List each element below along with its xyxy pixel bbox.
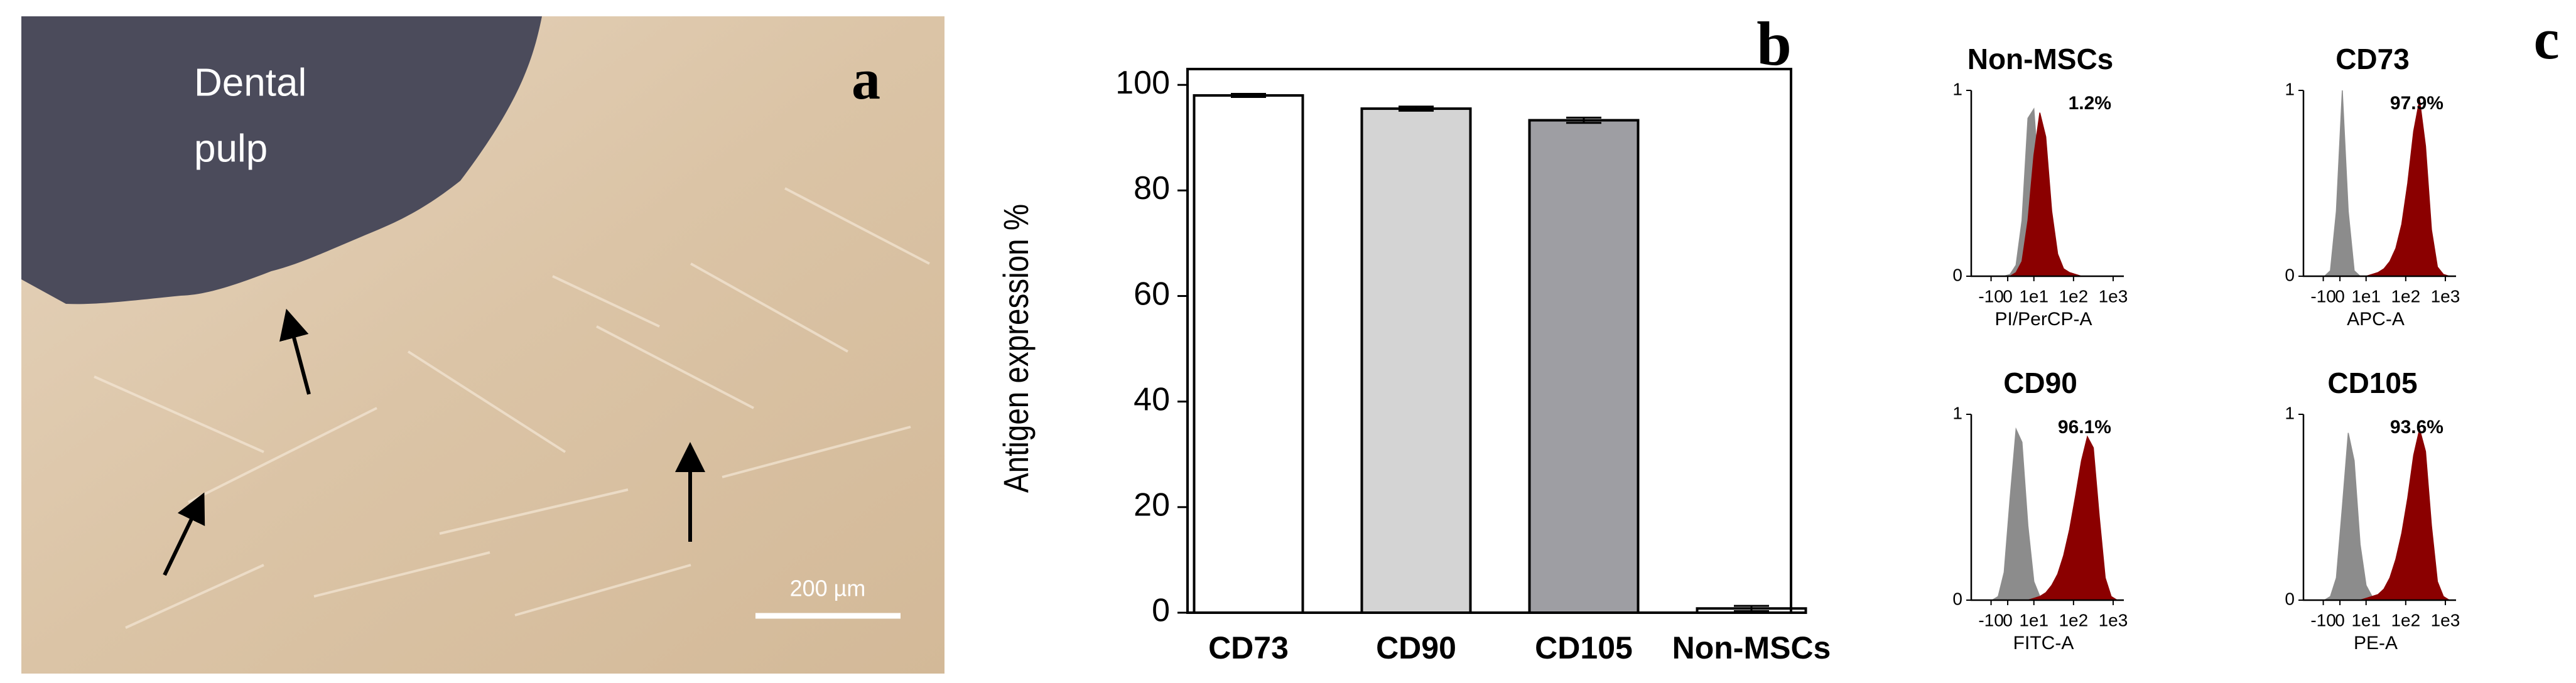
- y-tick-label: 20: [1134, 487, 1170, 524]
- x-tick-label: CD90: [1376, 630, 1456, 665]
- x-tick-label: 1e1: [2019, 286, 2048, 306]
- chart-title: CD90: [2003, 367, 2077, 399]
- annotation: Dental: [194, 61, 306, 104]
- x-tick-label: 1e2: [2391, 286, 2420, 306]
- y-tick-label: 80: [1134, 170, 1170, 207]
- cell-texture: [94, 187, 930, 629]
- y-tick-label: 0: [2285, 589, 2295, 608]
- annotation: 1.2%: [2069, 93, 2111, 114]
- x-axis-label: PE-A: [2354, 633, 2398, 653]
- panel-a: 200 µm Dental pulp a: [21, 16, 944, 674]
- y-tick-label: 1: [1952, 79, 1962, 99]
- error-bar: [1399, 105, 1434, 112]
- annotation: 97.9%: [2390, 93, 2443, 114]
- x-tick-label: -10: [1978, 286, 2003, 306]
- x-axis-label: PI/PerCP-A: [1994, 309, 2092, 330]
- x-tick-label: -10: [1978, 610, 2003, 630]
- y-tick-label: 1: [1952, 403, 1962, 422]
- panel-label: c: [2534, 7, 2560, 71]
- y-tick-label: 0: [2285, 265, 2295, 284]
- y-tick-label: 1: [2285, 403, 2295, 422]
- bar: [1360, 107, 1472, 615]
- x-tick-label: 1e1: [2019, 610, 2048, 630]
- y-tick-label: 0: [1952, 265, 1962, 284]
- y-tick-label: 0: [1952, 589, 1962, 608]
- bar: [1193, 94, 1304, 615]
- histogram-area: [1986, 112, 2118, 277]
- panel-label: b: [1756, 9, 1792, 78]
- x-tick-label: CD105: [1535, 630, 1633, 665]
- x-tick-label: CD73: [1208, 630, 1289, 665]
- chart-title: Non-MSCs: [1967, 43, 2114, 75]
- y-axis-label: Antigen expression %: [997, 204, 1036, 493]
- x-tick-label: -10: [2310, 286, 2335, 306]
- y-tick-label: 60: [1134, 276, 1170, 312]
- y-tick-label: 1: [2285, 79, 2295, 99]
- x-tick-label: 0: [2335, 610, 2345, 630]
- x-tick-label: -10: [2310, 610, 2335, 630]
- x-axis-label: APC-A: [2347, 309, 2405, 330]
- chart-title: CD73: [2335, 43, 2410, 75]
- x-tick-label: 1e3: [2431, 610, 2460, 630]
- x-tick-label: 1e2: [2391, 610, 2420, 630]
- error-bar: [1231, 93, 1266, 99]
- error-bar: [1734, 605, 1769, 612]
- x-tick-label: 1e2: [2059, 286, 2088, 306]
- annotation: 96.1%: [2058, 417, 2111, 438]
- x-tick-label: 1e2: [2059, 610, 2088, 630]
- annotation: pulp: [194, 127, 268, 170]
- annotation: 93.6%: [2390, 417, 2443, 438]
- x-tick-label: 1e3: [2431, 286, 2460, 306]
- bar: [1528, 119, 1640, 614]
- dental-pulp-tissue: [21, 16, 542, 304]
- x-tick-label: 0: [2335, 286, 2345, 306]
- x-tick-label: 1e3: [2099, 610, 2128, 630]
- plot-frame: [1186, 68, 1792, 614]
- x-tick-label: 1e1: [2351, 286, 2381, 306]
- x-tick-label: Non-MSCs: [1672, 630, 1831, 665]
- x-axis-label: FITC-A: [2013, 633, 2074, 653]
- panel-label: a: [852, 47, 880, 111]
- x-tick-label: 1e1: [2351, 610, 2381, 630]
- x-tick-label: 0: [2003, 286, 2013, 306]
- arrows: [163, 308, 705, 576]
- error-bar: [1566, 116, 1601, 124]
- y-tick-label: 40: [1134, 381, 1170, 417]
- x-tick-label: 1e3: [2099, 286, 2128, 306]
- scale-bar-label: 200 µm: [790, 576, 866, 601]
- x-tick-label: 0: [2003, 610, 2013, 630]
- chart-title: CD105: [2327, 367, 2417, 399]
- y-tick-label: 100: [1115, 65, 1170, 101]
- y-tick-label: 0: [1152, 593, 1170, 629]
